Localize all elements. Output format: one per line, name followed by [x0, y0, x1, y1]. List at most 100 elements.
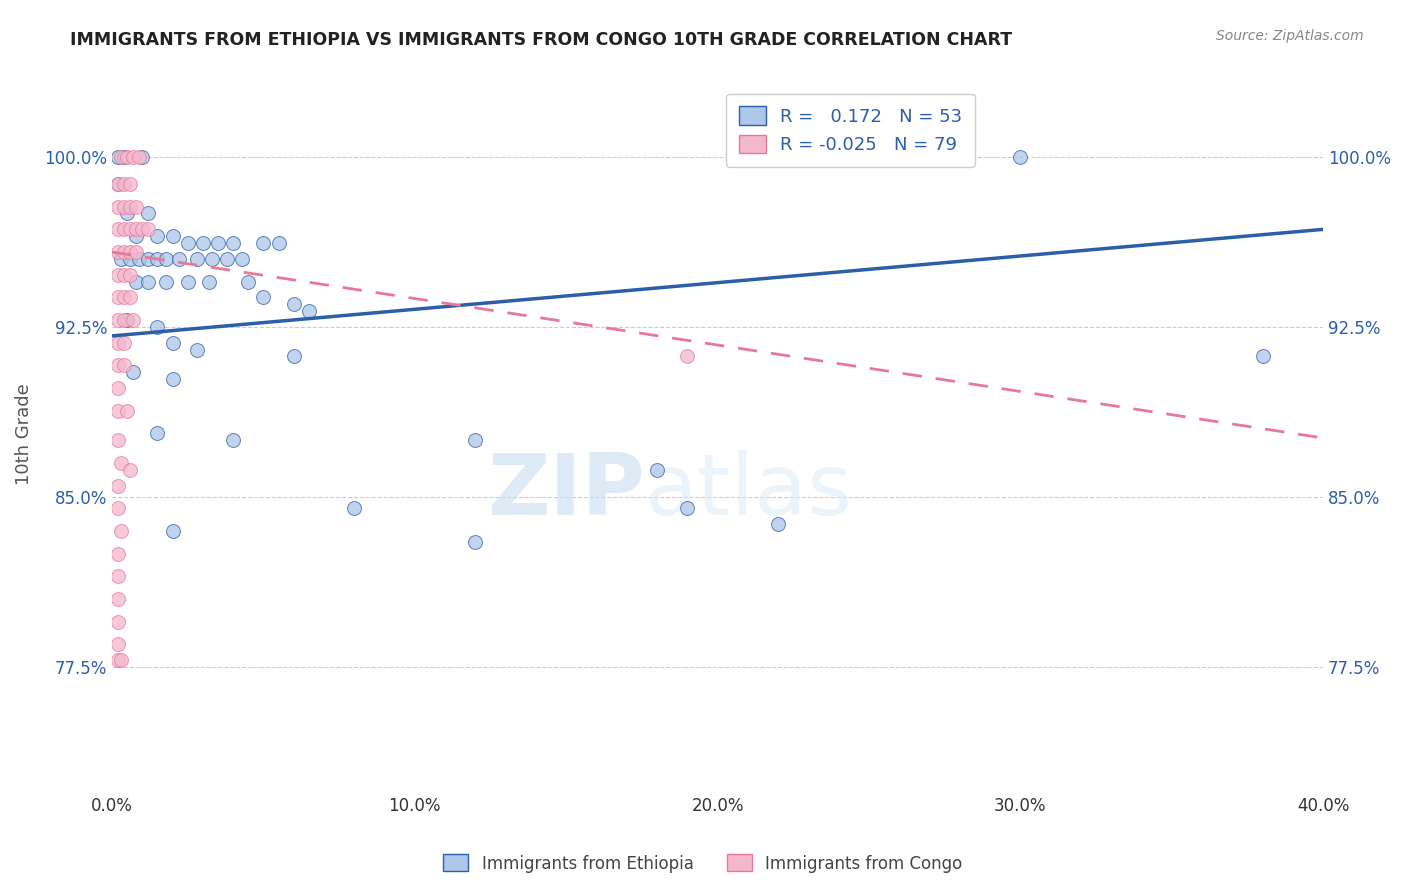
Point [122, 150, 145, 164]
Point [110, 524, 132, 538]
Point [107, 637, 129, 651]
Point [125, 200, 148, 214]
Text: IMMIGRANTS FROM ETHIOPIA VS IMMIGRANTS FROM CONGO 10TH GRADE CORRELATION CHART: IMMIGRANTS FROM ETHIOPIA VS IMMIGRANTS F… [70, 31, 1012, 49]
Point [107, 290, 129, 304]
Point [128, 150, 150, 164]
Point [120, 252, 142, 266]
Text: atlas: atlas [645, 450, 853, 533]
Point [162, 372, 184, 386]
Point [107, 335, 129, 350]
Point [146, 426, 169, 441]
Point [120, 268, 142, 282]
Point [136, 275, 159, 289]
Point [298, 304, 321, 318]
Point [115, 206, 138, 220]
Point [167, 252, 190, 266]
Point [120, 222, 142, 236]
Point [267, 235, 290, 250]
Point [120, 290, 142, 304]
Point [146, 319, 169, 334]
Point [110, 456, 132, 470]
Point [107, 591, 129, 606]
Point [122, 365, 145, 379]
Point [107, 222, 129, 236]
Point [115, 150, 138, 164]
Point [107, 150, 129, 164]
Point [207, 235, 229, 250]
Point [107, 200, 129, 214]
Point [222, 235, 245, 250]
Point [112, 150, 135, 164]
Point [191, 235, 214, 250]
Point [136, 206, 159, 220]
Point [120, 245, 142, 260]
Point [110, 150, 132, 164]
Legend: R =   0.172   N = 53, R = -0.025   N = 79: R = 0.172 N = 53, R = -0.025 N = 79 [725, 94, 974, 167]
Point [112, 177, 135, 191]
Point [186, 252, 208, 266]
Point [115, 313, 138, 327]
Point [112, 313, 135, 327]
Point [176, 235, 198, 250]
Point [107, 381, 129, 395]
Point [107, 268, 129, 282]
Point [125, 229, 148, 244]
Point [122, 313, 145, 327]
Point [645, 463, 668, 477]
Point [107, 359, 129, 373]
Point [125, 222, 148, 236]
Point [162, 335, 184, 350]
Point [107, 177, 129, 191]
Point [155, 252, 177, 266]
Point [162, 229, 184, 244]
Point [283, 297, 305, 311]
Point [146, 252, 169, 266]
Point [120, 463, 142, 477]
Point [115, 403, 138, 417]
Point [222, 434, 245, 448]
Point [155, 275, 177, 289]
Point [136, 252, 159, 266]
Point [110, 252, 132, 266]
Point [131, 222, 153, 236]
Point [464, 535, 486, 549]
Point [107, 403, 129, 417]
Point [107, 313, 129, 327]
Point [128, 252, 150, 266]
Point [231, 252, 253, 266]
Point [107, 569, 129, 583]
Point [107, 547, 129, 561]
Point [198, 275, 221, 289]
Point [107, 245, 129, 260]
Point [162, 524, 184, 538]
Point [252, 290, 274, 304]
Point [252, 235, 274, 250]
Point [766, 517, 789, 532]
Point [186, 343, 208, 357]
Point [131, 150, 153, 164]
Legend: Immigrants from Ethiopia, Immigrants from Congo: Immigrants from Ethiopia, Immigrants fro… [437, 847, 969, 880]
Y-axis label: 10th Grade: 10th Grade [15, 384, 32, 485]
Point [112, 245, 135, 260]
Point [107, 615, 129, 629]
Point [112, 359, 135, 373]
Point [112, 290, 135, 304]
Point [112, 268, 135, 282]
Point [464, 434, 486, 448]
Point [146, 229, 169, 244]
Point [107, 653, 129, 667]
Point [283, 349, 305, 363]
Point [112, 335, 135, 350]
Point [201, 252, 224, 266]
Point [112, 222, 135, 236]
Point [1010, 150, 1032, 164]
Point [858, 150, 880, 164]
Point [120, 177, 142, 191]
Point [176, 275, 198, 289]
Point [107, 177, 129, 191]
Point [125, 275, 148, 289]
Point [107, 434, 129, 448]
Point [676, 501, 699, 516]
Point [112, 200, 135, 214]
Text: Source: ZipAtlas.com: Source: ZipAtlas.com [1216, 29, 1364, 43]
